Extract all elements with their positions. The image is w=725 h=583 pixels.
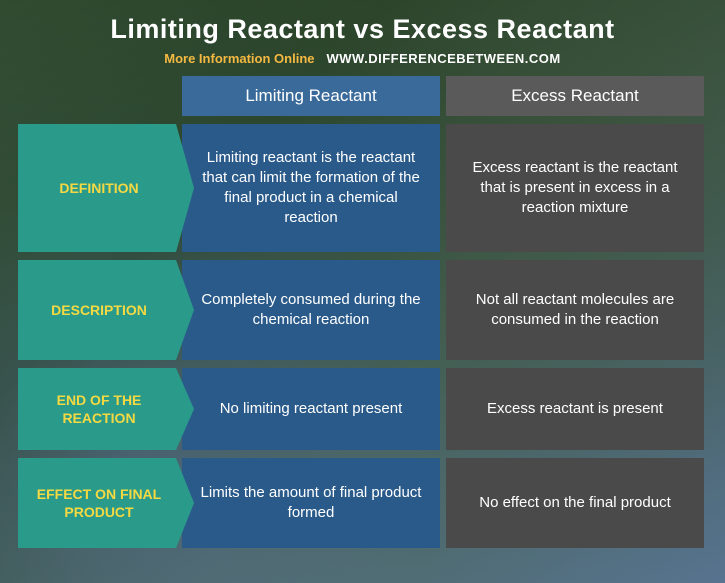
cell-effect-limiting: Limits the amount of final product forme… [182,458,440,548]
cell-description-limiting: Completely consumed during the chemical … [182,260,440,360]
more-info-label: More Information Online [164,51,314,66]
row-label-effect: EFFECT ON FINAL PRODUCT [18,458,176,548]
subtitle-row: More Information Online WWW.DIFFERENCEBE… [18,51,707,66]
column-header-excess: Excess Reactant [446,76,704,116]
column-header-limiting: Limiting Reactant [182,76,440,116]
cell-description-excess: Not all reactant molecules are consumed … [446,260,704,360]
page-title: Limiting Reactant vs Excess Reactant [18,14,707,45]
row-label-end: END OF THE REACTION [18,368,176,450]
cell-effect-excess: No effect on the final product [446,458,704,548]
cell-end-limiting: No limiting reactant present [182,368,440,450]
cell-end-excess: Excess reactant is present [446,368,704,450]
cell-definition-limiting: Limiting reactant is the reactant that c… [182,124,440,252]
comparison-infographic: Limiting Reactant vs Excess Reactant Mor… [0,0,725,562]
row-label-description: DESCRIPTION [18,260,176,360]
cell-definition-excess: Excess reactant is the reactant that is … [446,124,704,252]
comparison-grid: Limiting Reactant Excess Reactant DEFINI… [18,76,707,548]
header-spacer [18,76,176,116]
site-url: WWW.DIFFERENCEBETWEEN.COM [327,51,561,66]
row-label-definition: DEFINITION [18,124,176,252]
